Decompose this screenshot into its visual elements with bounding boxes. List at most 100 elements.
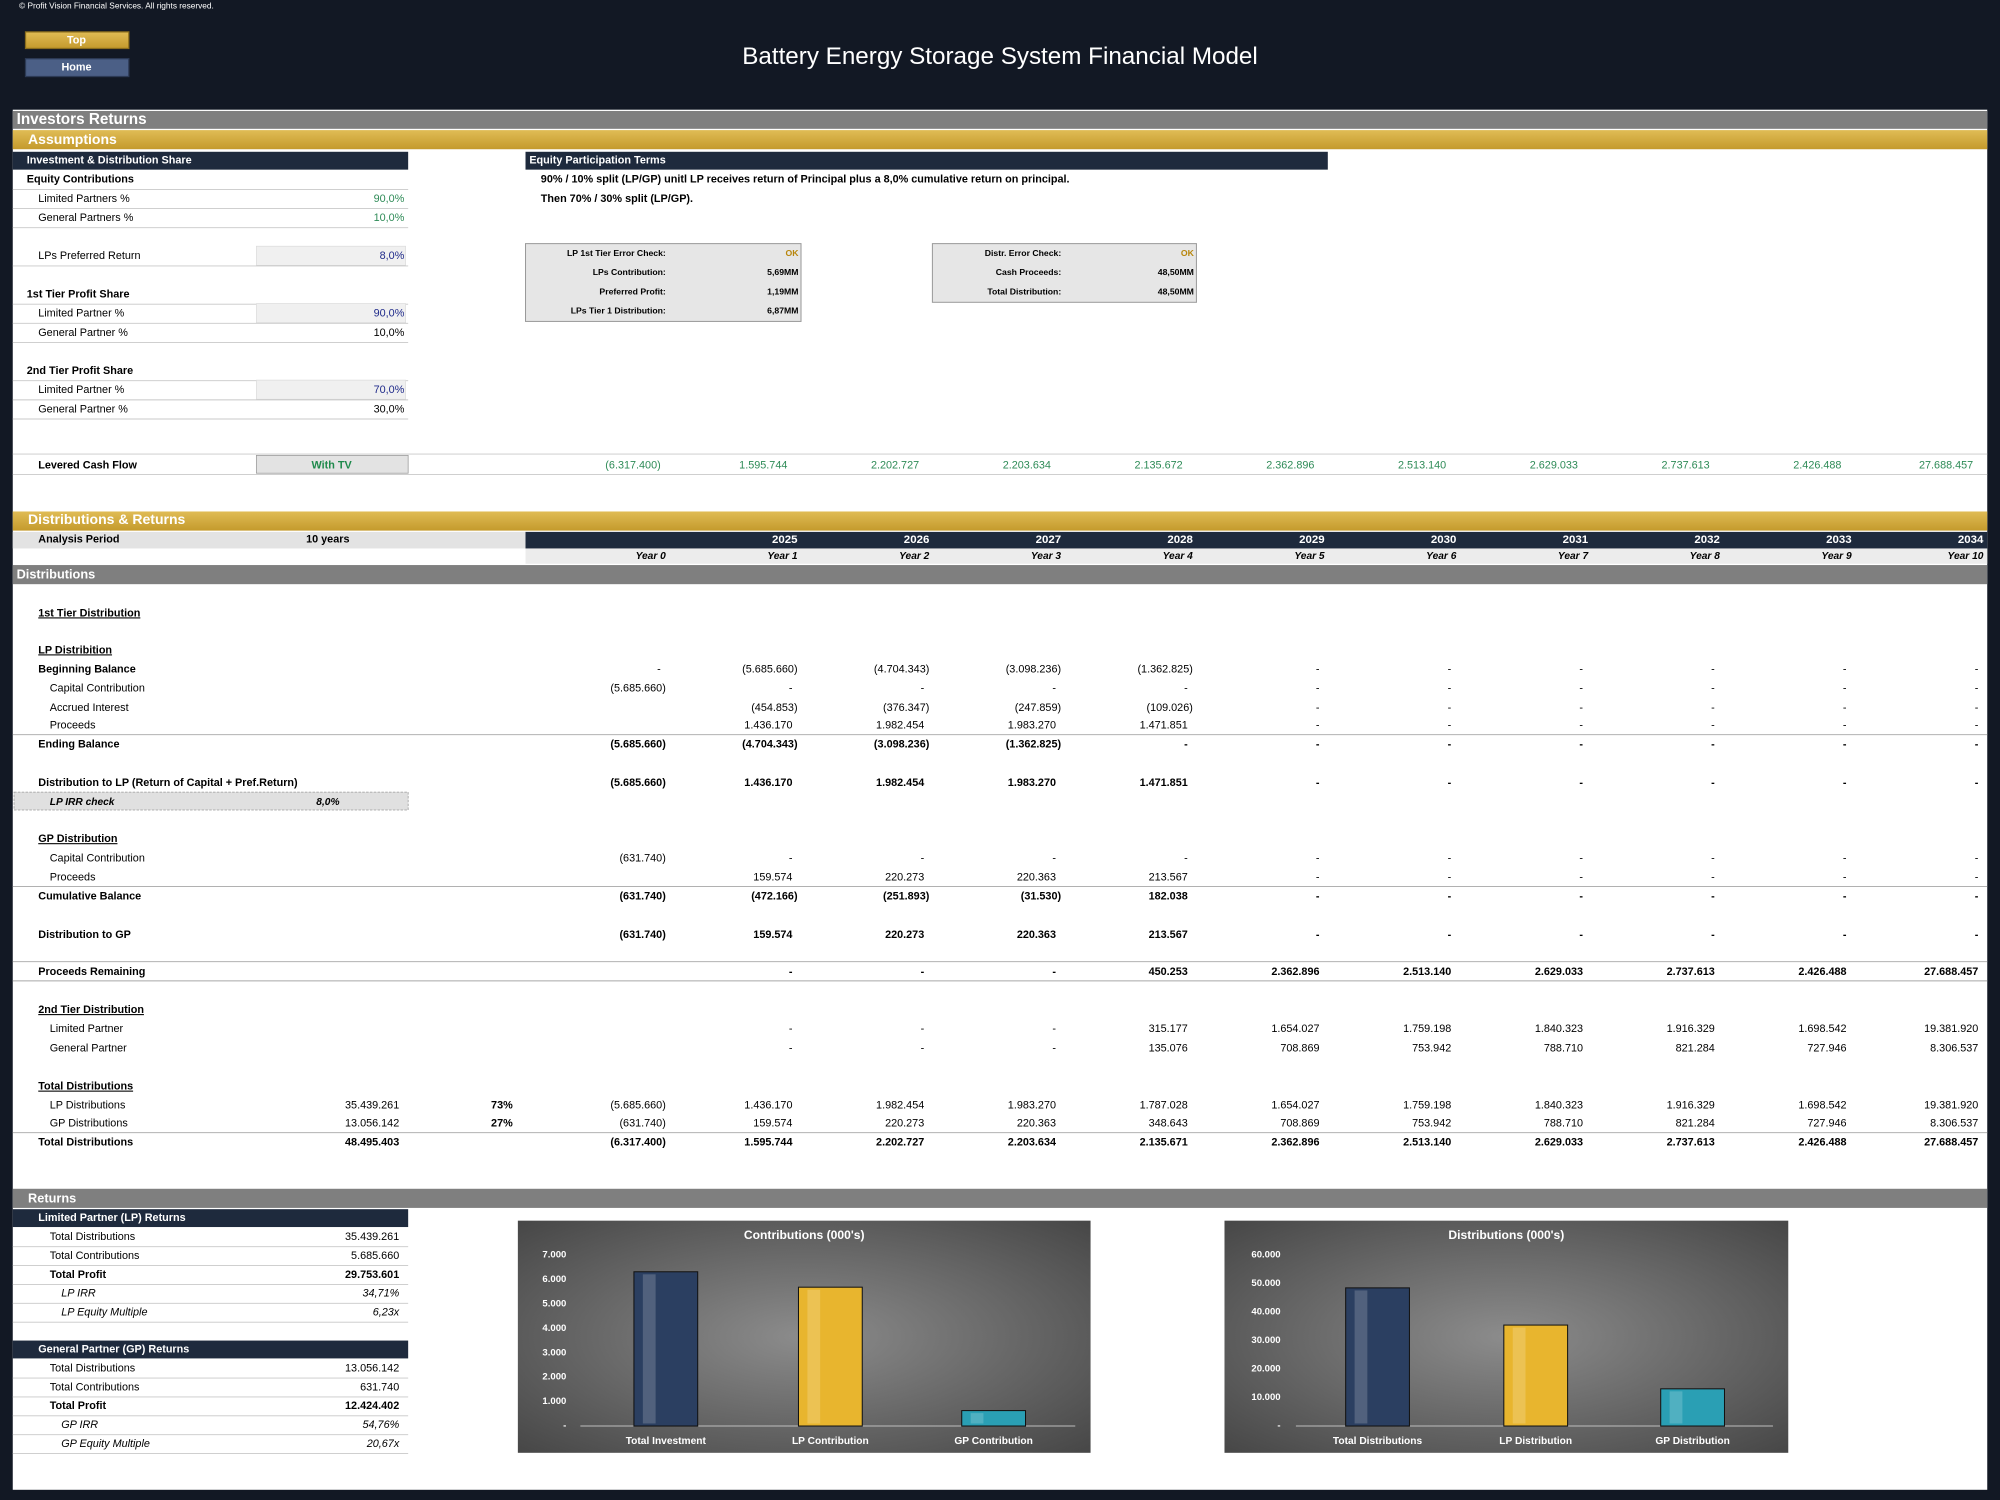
return-label: LP IRR [61,1288,96,1300]
assumption-label: Equity Contributions [27,174,134,186]
row-value: (631.740) [619,852,665,864]
section-bar [12,130,1988,150]
row-value: 1.982.454 [876,720,924,732]
row-value: 1.983.270 [1008,1100,1056,1112]
row-value: - [1843,891,1847,903]
row-value: - [657,664,661,676]
row-value: (3.098.236) [1006,664,1061,676]
check-value: 1,19MM [767,286,798,296]
row-value: - [1316,891,1320,903]
row-value: - [1843,777,1847,789]
terms-line: 90% / 10% split (LP/GP) unitl LP receive… [541,174,1070,186]
row-value: - [1052,966,1056,978]
row-value: - [1579,871,1583,883]
row-label: General Partner [50,1042,127,1054]
y-tick-label: 10.000 [1251,1392,1280,1403]
bar-highlight [1669,1391,1683,1424]
row-value: - [789,1023,793,1035]
row-value: 1.759.198 [1403,1023,1451,1035]
home-button[interactable]: Home [24,58,130,78]
top-button-label[interactable]: Top [67,35,86,47]
row-value: (3.098.236) [874,739,930,751]
row-value: - [1316,739,1320,751]
home-button-label[interactable]: Home [61,61,91,73]
row-value: 19.381.920 [1924,1023,1978,1035]
row-label: Ending Balance [38,739,119,751]
top-button[interactable]: Top [24,31,130,50]
cash-flow-value: 2.629.033 [1530,459,1578,471]
period-label: Year 7 [1558,551,1590,562]
row-value: (5.685.660) [742,664,797,676]
period-label: Year 0 [636,551,667,562]
row-value: 1.471.851 [1140,720,1188,732]
row-value: (376.347) [883,702,929,714]
period-label: Year 4 [1163,551,1194,562]
row-value: - [1448,702,1452,714]
row-value: - [1448,683,1452,695]
row-value: - [1579,739,1583,751]
row-value: (251.893) [883,891,930,903]
check-value: 6,87MM [767,306,798,316]
section-bar [12,1188,1988,1208]
row-value: 2.426.488 [1798,1137,1846,1149]
row-value: 1.436.170 [744,720,792,732]
check-label: LPs Tier 1 Distribution: [571,306,666,316]
row-value: - [1052,852,1056,864]
row-value: 159.574 [753,929,792,941]
row-value: 1.436.170 [744,1100,792,1112]
row-value: 1.759.198 [1403,1100,1451,1112]
row-value: 159.574 [753,871,792,883]
row-value: - [789,966,793,978]
row-value: 220.363 [1017,871,1056,883]
year-label: 2031 [1563,534,1589,546]
top-button-bg[interactable] [24,31,130,50]
assumption-value: 30,0% [374,403,405,415]
row-value: (5.685.660) [610,683,665,695]
row-value: - [1316,664,1320,676]
row-value: - [1448,739,1452,751]
row-value: - [1316,702,1320,714]
row-value: 1.787.028 [1140,1100,1188,1112]
panel-title: Equity Participation Terms [529,155,665,167]
period-label: Year 2 [899,551,930,562]
x-tick-label: Total Distributions [1333,1436,1423,1447]
home-button-bg[interactable] [24,58,130,78]
row-value: - [1448,720,1452,732]
row-value: - [1448,871,1452,883]
cash-flow-value: 2.362.896 [1266,459,1314,471]
row-value: - [1975,702,1979,714]
assumption-label: 1st Tier Profit Share [27,289,130,301]
row-value: - [1843,852,1847,864]
row-value: - [1843,720,1847,732]
section-bar [12,565,1988,585]
row-label: GP Distribution [38,833,117,845]
row-value: 1.698.542 [1798,1100,1846,1112]
row-value: - [1711,739,1715,751]
assumption-value: 10,0% [374,327,405,339]
return-value: 13.056.142 [345,1362,399,1374]
period-label: Year 9 [1821,551,1852,562]
row-value: 1.436.170 [744,777,792,789]
row-value: 159.574 [753,1118,792,1130]
row-share: 27% [491,1118,513,1130]
row-value: - [921,966,925,978]
row-value: (247.859) [1015,702,1061,714]
row-value: 2.362.896 [1271,1137,1319,1149]
period-label: Year 1 [767,551,798,562]
y-tick-label: 20.000 [1251,1364,1280,1375]
row-value: 2.629.033 [1535,966,1583,978]
row-value: 2.203.634 [1008,1137,1056,1149]
row-label: Distribution to LP (Return of Capital + … [38,777,298,789]
row-value: - [1448,852,1452,864]
period-label: Year 5 [1294,551,1325,562]
row-value: - [1975,739,1979,751]
cash-flow-value: 2.513.140 [1398,459,1446,471]
row-value: 2.737.613 [1667,966,1715,978]
assumption-label: General Partners % [38,212,133,224]
row-value: 2.135.671 [1140,1137,1188,1149]
year-label: 2027 [1036,534,1062,546]
row-value: (5.685.660) [610,739,666,751]
y-tick-label: 3.000 [542,1347,566,1358]
row-value: 788.710 [1544,1042,1583,1054]
x-tick-label: GP Distribution [1655,1436,1730,1447]
